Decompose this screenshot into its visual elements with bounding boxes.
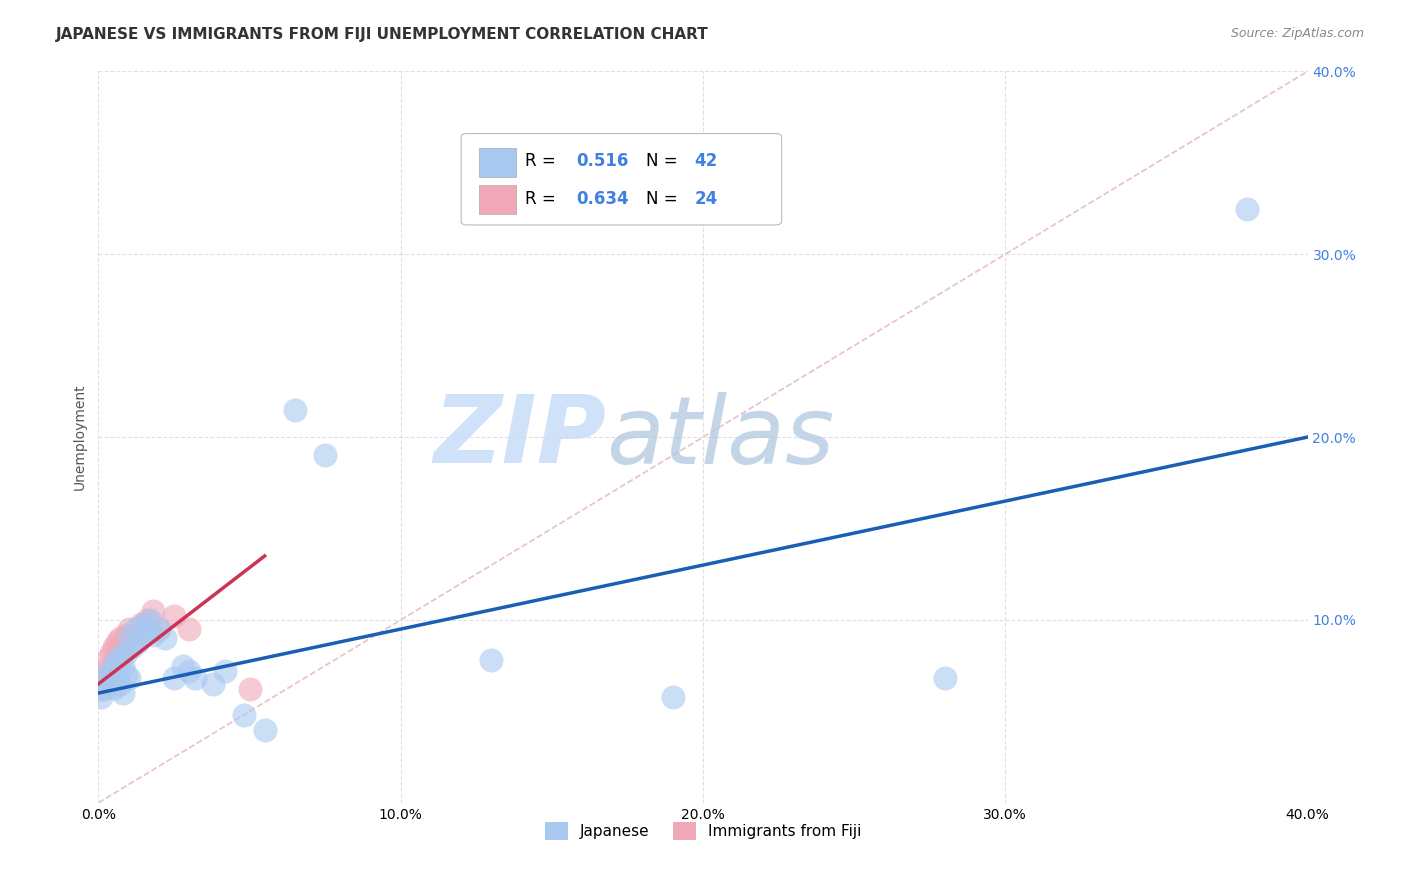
- Point: [232, 708, 254, 723]
- Point: [100, 664, 122, 678]
- Point: [114, 627, 136, 641]
- Point: [96, 667, 118, 681]
- FancyBboxPatch shape: [461, 134, 782, 225]
- Point: [129, 616, 152, 631]
- Point: [96, 677, 118, 691]
- Point: [481, 653, 503, 667]
- Point: [139, 613, 162, 627]
- Point: [93, 664, 115, 678]
- Text: R =: R =: [526, 190, 561, 209]
- Y-axis label: Unemployment: Unemployment: [73, 384, 87, 491]
- Point: [105, 672, 128, 686]
- Point: [163, 609, 186, 624]
- Point: [163, 672, 186, 686]
- Point: [172, 658, 194, 673]
- Point: [90, 690, 112, 704]
- Point: [148, 622, 170, 636]
- Text: N =: N =: [647, 190, 683, 209]
- Text: 42: 42: [695, 153, 718, 170]
- Point: [142, 604, 165, 618]
- Text: JAPANESE VS IMMIGRANTS FROM FIJI UNEMPLOYMENT CORRELATION CHART: JAPANESE VS IMMIGRANTS FROM FIJI UNEMPLO…: [56, 27, 709, 42]
- Point: [111, 640, 134, 655]
- Point: [135, 622, 157, 636]
- Point: [132, 616, 155, 631]
- Point: [202, 677, 225, 691]
- Point: [103, 658, 125, 673]
- Point: [179, 664, 201, 678]
- Point: [239, 682, 262, 697]
- Text: 24: 24: [695, 190, 718, 209]
- Point: [118, 622, 141, 636]
- Point: [124, 635, 146, 649]
- Point: [314, 448, 336, 462]
- Point: [253, 723, 276, 737]
- Point: [114, 646, 136, 660]
- Point: [135, 613, 157, 627]
- Text: atlas: atlas: [606, 392, 835, 483]
- Point: [108, 632, 131, 646]
- Point: [111, 686, 134, 700]
- Point: [153, 632, 176, 646]
- Text: Source: ZipAtlas.com: Source: ZipAtlas.com: [1230, 27, 1364, 40]
- Point: [93, 682, 115, 697]
- Point: [96, 667, 118, 681]
- Point: [105, 653, 128, 667]
- Point: [108, 649, 131, 664]
- Point: [179, 622, 201, 636]
- Point: [114, 667, 136, 681]
- Point: [284, 402, 307, 417]
- Point: [90, 682, 112, 697]
- Point: [121, 640, 143, 655]
- Point: [129, 627, 152, 641]
- Text: ZIP: ZIP: [433, 391, 606, 483]
- FancyBboxPatch shape: [479, 148, 516, 178]
- Point: [100, 646, 122, 660]
- Point: [934, 672, 956, 686]
- Text: R =: R =: [526, 153, 561, 170]
- Point: [142, 627, 165, 641]
- Point: [100, 664, 122, 678]
- Point: [118, 632, 141, 646]
- Point: [124, 622, 146, 636]
- Point: [96, 653, 118, 667]
- Legend: Japanese, Immigrants from Fiji: Japanese, Immigrants from Fiji: [538, 815, 868, 847]
- FancyBboxPatch shape: [479, 185, 516, 214]
- Text: N =: N =: [647, 153, 683, 170]
- Point: [105, 635, 128, 649]
- Point: [93, 672, 115, 686]
- Point: [103, 681, 125, 695]
- Point: [661, 690, 683, 704]
- Point: [214, 664, 236, 678]
- Point: [118, 672, 141, 686]
- Point: [127, 635, 149, 649]
- Point: [100, 672, 122, 686]
- Point: [111, 658, 134, 673]
- Point: [108, 677, 131, 691]
- Point: [108, 646, 131, 660]
- Point: [184, 672, 207, 686]
- Text: 0.516: 0.516: [576, 153, 628, 170]
- Point: [103, 658, 125, 673]
- Point: [148, 622, 170, 636]
- Point: [103, 640, 125, 655]
- Point: [1236, 202, 1258, 216]
- Text: 0.634: 0.634: [576, 190, 628, 209]
- Point: [105, 649, 128, 664]
